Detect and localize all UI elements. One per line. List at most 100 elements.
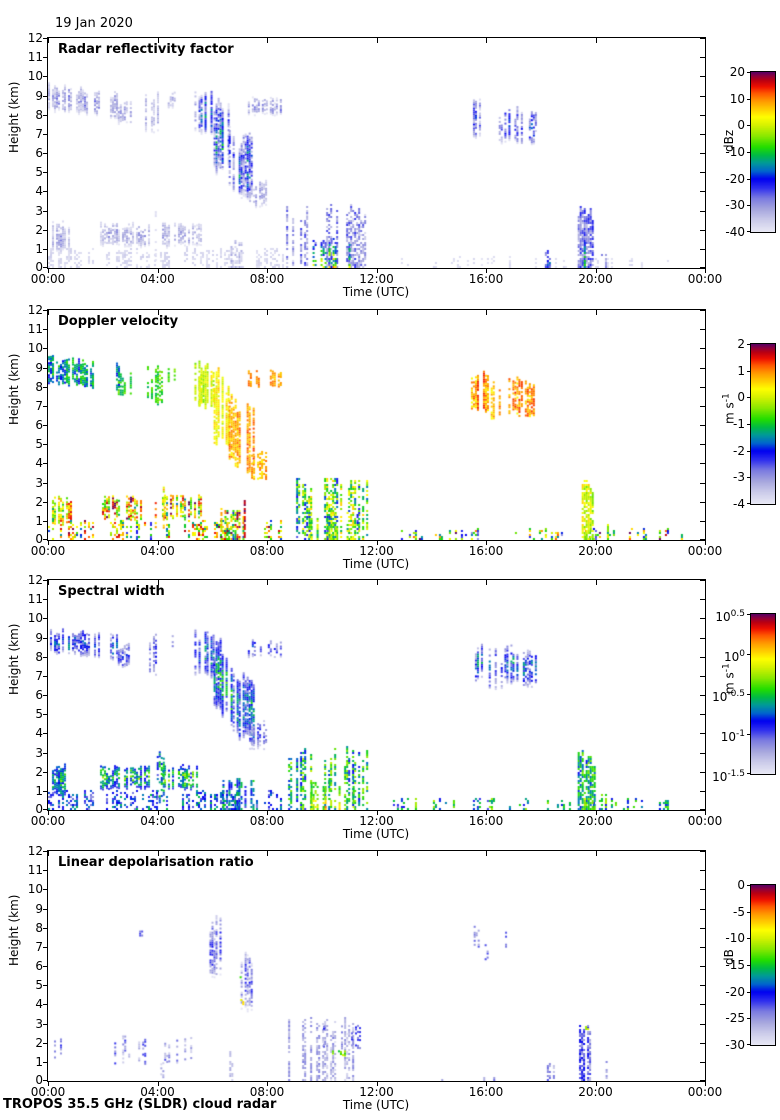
- y-tick-mark: [43, 985, 48, 987]
- x-axis-label: Time (UTC): [342, 827, 410, 841]
- colorbar-tick-label: -20: [725, 171, 745, 186]
- x-tick-mark-top: [48, 38, 49, 43]
- y-tick-mark-right: [700, 1080, 705, 1081]
- colorbar-tick-mark: [747, 503, 751, 504]
- figure-date-title: 19 Jan 2020: [55, 16, 133, 31]
- colorbar-canvas-spectral-width: [750, 613, 776, 775]
- y-tick-mark: [43, 482, 48, 484]
- colorbar-tick-mark: [747, 965, 751, 966]
- y-tick-mark: [43, 133, 48, 135]
- y-tick-mark-right: [700, 1023, 705, 1025]
- colorbar-canvas-ldr: [750, 884, 776, 1046]
- y-tick-mark: [43, 656, 48, 658]
- colorbar-tick-mark: [747, 424, 751, 425]
- y-tick-mark: [43, 348, 48, 350]
- x-tick-mark: [48, 810, 49, 815]
- y-tick-label: 6: [35, 688, 43, 702]
- y-tick-label: 7: [35, 398, 43, 413]
- x-tick-mark: [157, 540, 159, 545]
- y-tick-mark: [43, 267, 48, 268]
- y-tick-label: 5: [35, 707, 43, 722]
- y-tick-mark: [43, 927, 48, 929]
- y-tick-mark: [43, 57, 48, 59]
- y-tick-label: 4: [35, 456, 43, 471]
- x-tick-mark: [267, 268, 268, 273]
- y-tick-mark-right: [700, 637, 705, 639]
- y-tick-label: 3: [35, 745, 43, 760]
- colorbar-tick-label: -10: [725, 931, 745, 946]
- y-tick-mark-right: [700, 851, 705, 852]
- y-tick-mark: [43, 405, 48, 407]
- x-tick-mark-top: [486, 310, 487, 315]
- colorbar-tick-label: 10-1.5: [712, 769, 745, 784]
- x-tick-mark: [486, 268, 487, 273]
- x-tick-label: 00:00: [687, 272, 723, 286]
- y-tick-mark: [43, 946, 48, 948]
- y-tick-mark-right: [700, 248, 705, 250]
- y-tick-label: 2: [35, 222, 43, 237]
- x-tick-mark-top: [157, 310, 159, 315]
- y-tick-mark-right: [700, 752, 705, 754]
- y-tick-mark: [43, 539, 48, 540]
- y-tick-mark-right: [700, 966, 705, 967]
- x-tick-label: 04:00: [140, 1085, 175, 1099]
- x-tick-label: 12:00: [359, 1085, 394, 1099]
- y-tick-label: 7: [35, 126, 43, 141]
- x-tick-mark: [267, 810, 268, 815]
- y-tick-mark: [43, 191, 48, 193]
- x-tick-mark-top: [157, 851, 159, 856]
- x-tick-mark: [267, 540, 268, 545]
- x-tick-mark-top: [376, 580, 378, 585]
- y-tick-label: 9: [35, 901, 43, 916]
- y-tick-mark-right: [700, 444, 705, 446]
- x-tick-mark: [157, 1081, 159, 1086]
- x-tick-mark-top: [48, 310, 49, 315]
- y-tick-mark: [43, 870, 48, 872]
- x-tick-mark: [376, 268, 378, 273]
- y-tick-label: 4: [35, 726, 43, 741]
- x-tick-label: 08:00: [249, 544, 285, 558]
- x-tick-mark-top: [48, 580, 49, 585]
- x-axis-label: Time (UTC): [342, 1098, 410, 1112]
- y-tick-mark: [43, 329, 48, 331]
- x-tick-label: 12:00: [359, 814, 394, 828]
- y-tick-label: 11: [27, 50, 43, 65]
- y-tick-mark: [43, 1080, 48, 1081]
- heatmap-canvas-ldr: [47, 850, 706, 1082]
- y-tick-label: 0: [35, 260, 43, 274]
- x-tick-mark-top: [267, 310, 268, 315]
- x-tick-mark-top: [595, 851, 597, 856]
- colorbar-tick-label: -15: [725, 958, 745, 972]
- x-tick-mark: [376, 1081, 378, 1086]
- y-tick-mark-right: [700, 267, 705, 268]
- colorbar-tick-mark: [747, 938, 751, 940]
- y-tick-label: 8: [35, 920, 43, 935]
- y-tick-label: 9: [35, 630, 43, 645]
- y-tick-label: 1: [35, 241, 43, 256]
- x-tick-mark-top: [595, 580, 597, 585]
- y-tick-label: 8: [35, 379, 43, 394]
- colorbar-tick-label: 100.5: [715, 609, 745, 624]
- colorbar-tick-mark: [747, 654, 751, 655]
- y-tick-mark-right: [700, 946, 705, 948]
- y-tick-mark: [43, 76, 48, 78]
- x-tick-label: 16:00: [468, 1085, 504, 1099]
- colorbar-tick-mark: [747, 734, 751, 735]
- y-tick-mark-right: [700, 927, 705, 929]
- x-tick-mark: [48, 1081, 49, 1086]
- y-tick-label: 4: [35, 184, 43, 199]
- colorbar-tick-label: 1: [737, 363, 745, 378]
- y-tick-mark: [43, 580, 48, 581]
- y-tick-mark-right: [700, 153, 705, 154]
- y-tick-mark-right: [700, 405, 705, 407]
- y-tick-mark-right: [700, 733, 705, 735]
- y-tick-label: 6: [35, 146, 43, 160]
- colorbar-tick-mark: [747, 344, 751, 345]
- colorbar-tick-mark: [747, 1044, 751, 1045]
- x-tick-mark-top: [705, 310, 706, 315]
- y-tick-mark-right: [700, 114, 705, 116]
- heatmap-canvas-reflectivity: [47, 37, 706, 269]
- y-tick-mark-right: [700, 985, 705, 987]
- y-tick-label: 11: [27, 592, 43, 607]
- y-tick-mark: [43, 851, 48, 852]
